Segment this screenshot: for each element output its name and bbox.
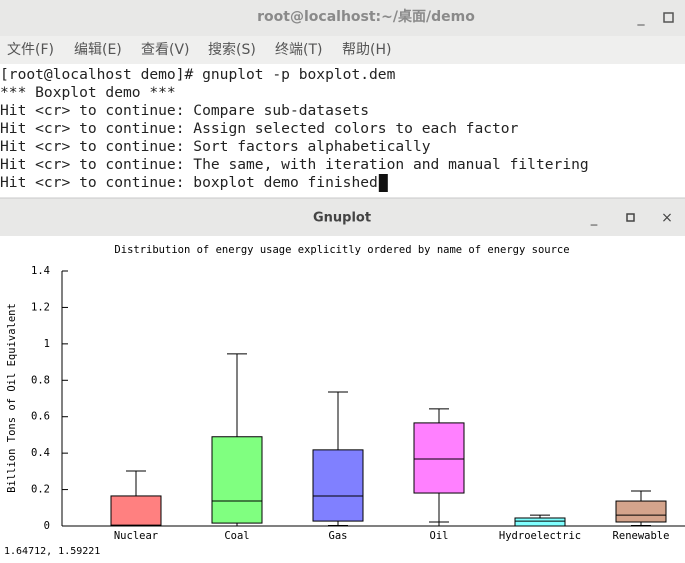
menu-item[interactable]: 文件(F) bbox=[7, 42, 54, 58]
box bbox=[211, 436, 263, 524]
terminal-line: Hit <cr> to continue: Compare sub-datase… bbox=[0, 102, 369, 119]
menu-bar bbox=[0, 36, 685, 64]
terminal-line: Hit <cr> to continue: boxplot demo finis… bbox=[0, 174, 378, 191]
y-tick-label: 1 bbox=[44, 338, 50, 350]
terminal-line: [root@localhost demo]# gnuplot -p boxplo… bbox=[0, 66, 396, 83]
x-tick-label: Coal bbox=[224, 530, 249, 542]
menu-item[interactable]: 终端(T) bbox=[275, 42, 322, 58]
terminal-titlebar bbox=[0, 0, 685, 36]
terminal-line: Hit <cr> to continue: The same, with ite… bbox=[0, 156, 589, 173]
box bbox=[110, 495, 162, 527]
y-tick-label: 0.6 bbox=[31, 411, 50, 423]
x-tick-label: Renewable bbox=[613, 530, 670, 542]
y-axis-label: Billion Tons of Oil Equivalent bbox=[6, 303, 18, 493]
y-tick-label: 0.2 bbox=[31, 484, 50, 496]
gnuplot-title: Gnuplot bbox=[313, 211, 371, 226]
box bbox=[413, 422, 465, 494]
x-tick-label: Gas bbox=[329, 530, 348, 542]
x-tick-label: Hydroelectric bbox=[499, 530, 581, 542]
gnuplot-titlebar bbox=[0, 198, 685, 236]
status-bar bbox=[0, 543, 685, 559]
menu-item[interactable]: 搜索(S) bbox=[208, 41, 256, 58]
y-tick-label: 1.2 bbox=[31, 301, 50, 313]
menu-item[interactable]: 编辑(E) bbox=[74, 42, 122, 58]
y-tick-label: 0 bbox=[44, 520, 50, 532]
status-text: 1.64712, 1.59221 bbox=[4, 546, 100, 557]
y-tick-label: 0.8 bbox=[31, 374, 50, 386]
box bbox=[312, 449, 364, 522]
terminal-line: Hit <cr> to continue: Assign selected co… bbox=[0, 120, 519, 137]
close-button[interactable]: × bbox=[661, 210, 673, 226]
chart-title: Distribution of energy usage explicitly … bbox=[114, 244, 569, 256]
maximize-button[interactable] bbox=[663, 12, 674, 23]
box bbox=[514, 517, 566, 527]
y-tick-label: 0.4 bbox=[31, 447, 50, 459]
terminal-line: *** Boxplot demo *** bbox=[0, 84, 176, 101]
terminal-output: [root@localhost demo]# gnuplot -p boxplo… bbox=[0, 66, 589, 192]
minimize-button[interactable]: _ bbox=[637, 10, 646, 26]
terminal-title: root@localhost:~/桌面/demo bbox=[257, 8, 475, 25]
menu-item[interactable]: 帮助(H) bbox=[342, 42, 391, 58]
x-tick-label: Nuclear bbox=[114, 530, 158, 542]
plot: 0 0.2 0.4 0.6 0.8 1 1.2 1.4 Nuclear Coal Gas Oil Hyd… bbox=[31, 265, 685, 542]
terminal-line: Hit <cr> to continue: Sort factors alpha… bbox=[0, 138, 431, 155]
box bbox=[615, 500, 667, 523]
cursor bbox=[378, 174, 388, 192]
x-tick-label: Oil bbox=[430, 530, 449, 542]
menu-item[interactable]: 查看(V) bbox=[141, 42, 190, 58]
menu: 文件(F) 编辑(E) 查看(V) 搜索(S) 终端(T) 帮助(H) bbox=[7, 41, 391, 58]
minimize-button[interactable]: _ bbox=[590, 212, 598, 227]
y-tick-label: 1.4 bbox=[31, 265, 50, 277]
maximize-button[interactable] bbox=[626, 213, 635, 222]
